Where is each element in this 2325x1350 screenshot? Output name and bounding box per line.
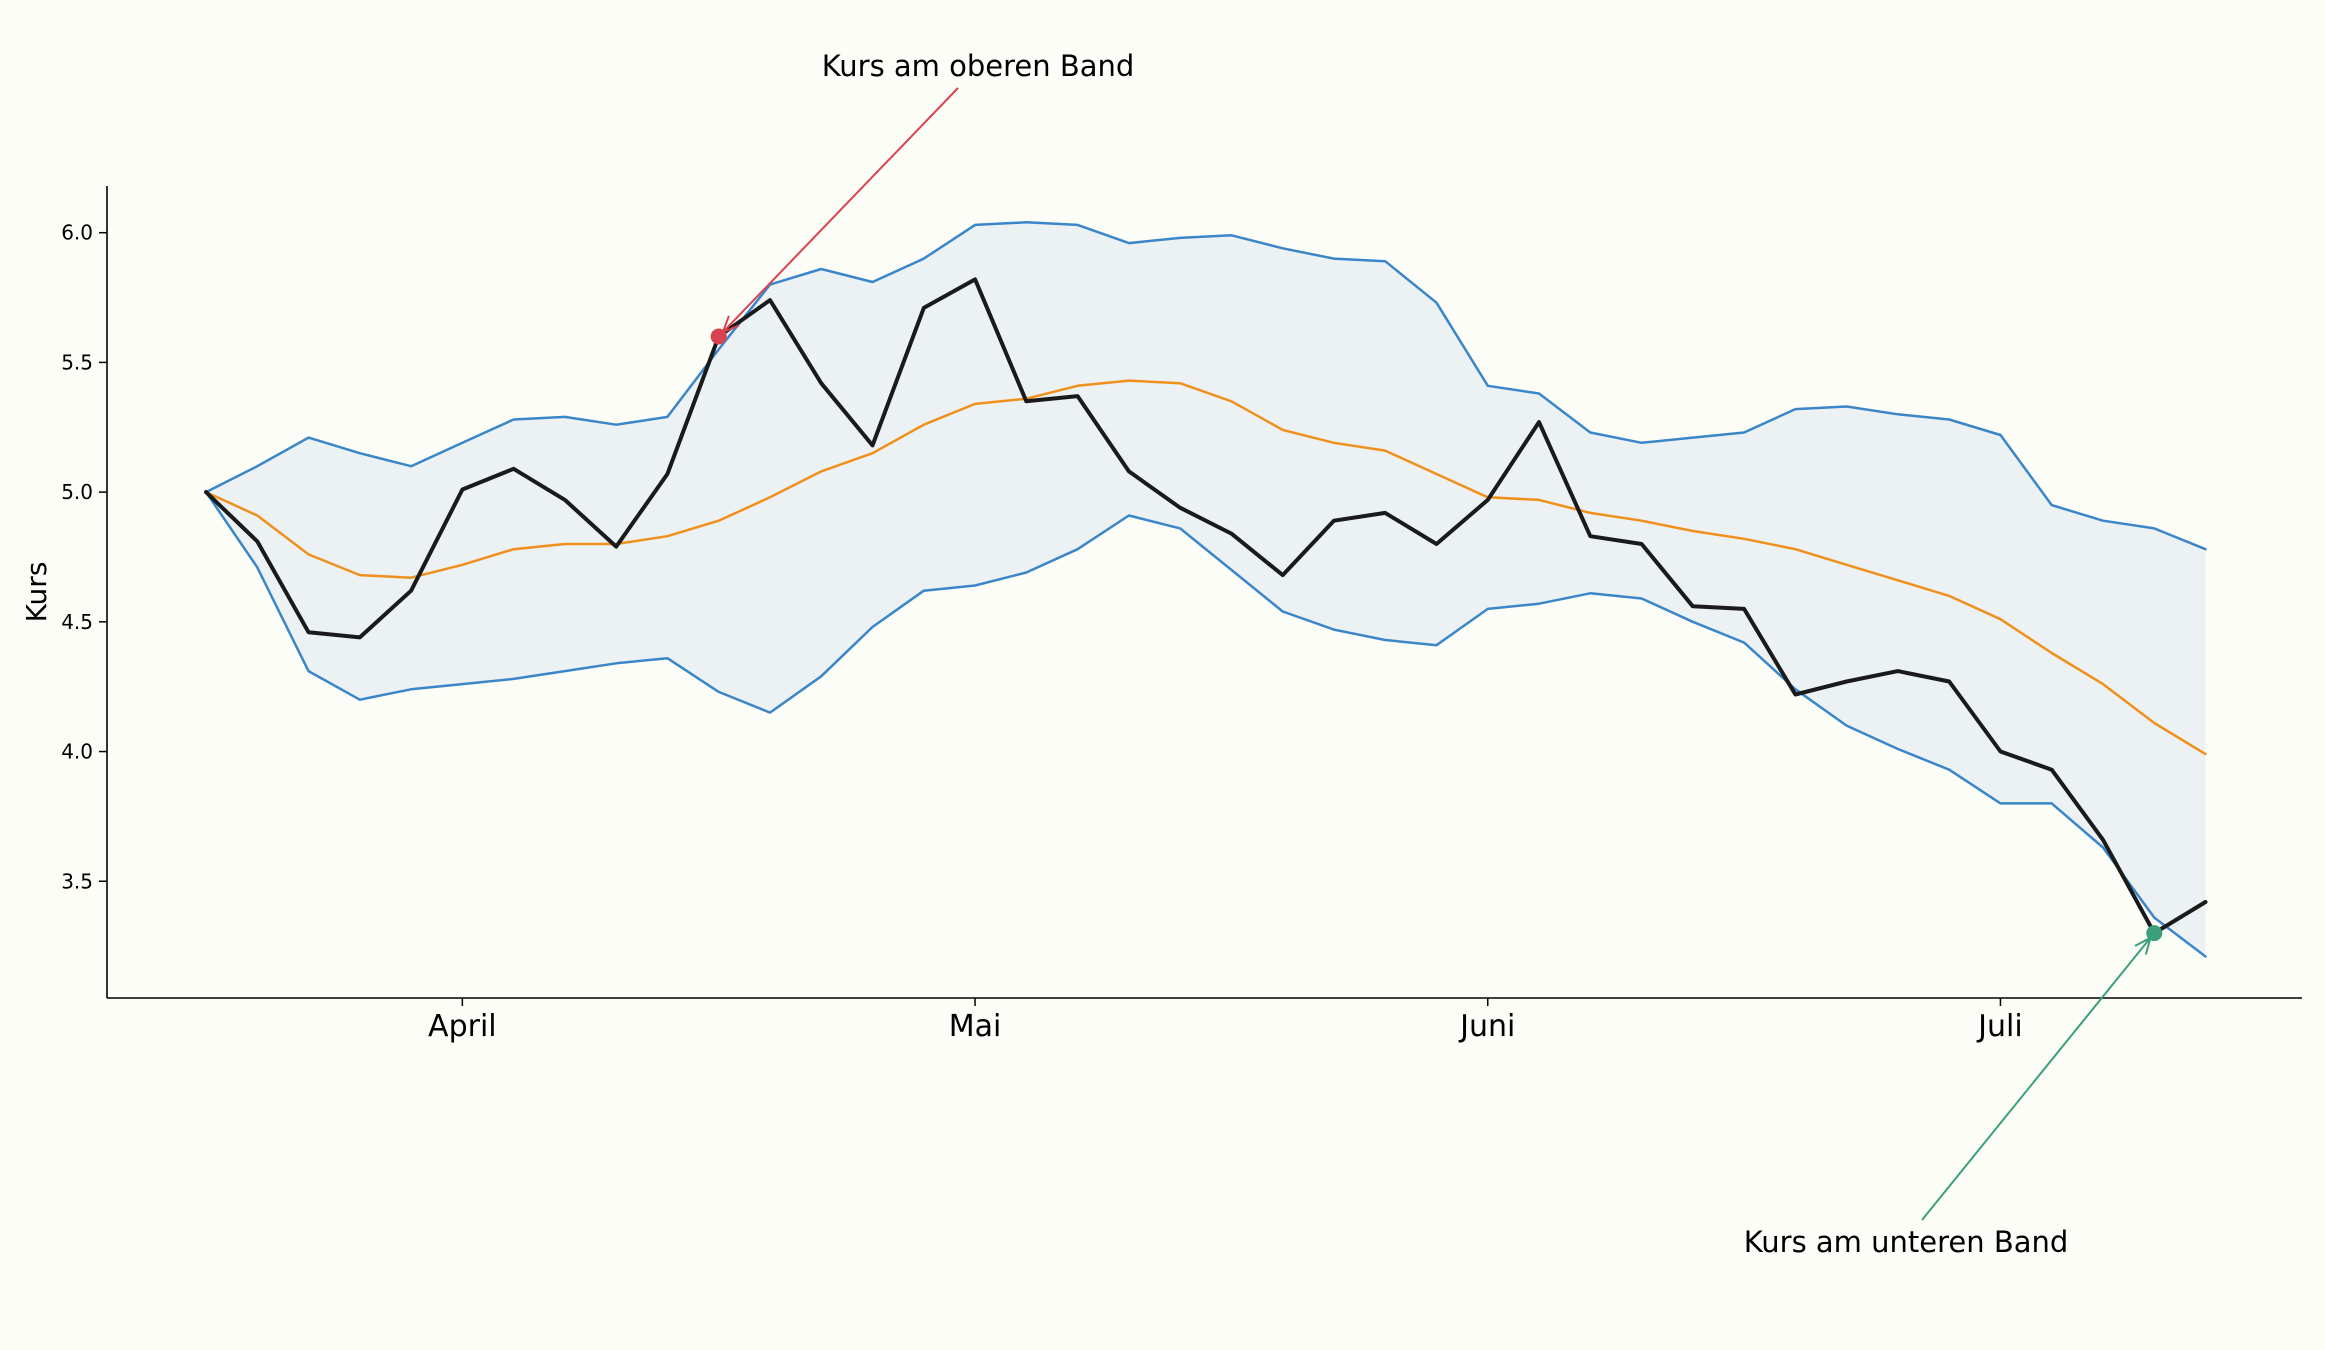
annotation-marker [2146, 925, 2163, 942]
annotation-layer: Kurs am oberen Band Kurs am unteren Band [710, 49, 2163, 1259]
x-tick-label: Mai [949, 1009, 1002, 1044]
lower-band-annotation: Kurs am unteren Band [1744, 925, 2163, 1259]
band-area-layer [206, 222, 2206, 957]
annotation-text: Kurs am oberen Band [822, 49, 1135, 83]
y-tick-label: 4.0 [61, 740, 93, 764]
upper-band-line [204, 221, 2207, 551]
y-tick-label: 3.5 [61, 869, 93, 893]
x-tick-label: Juni [1458, 1009, 1515, 1044]
axes-layer: 3.5 4.0 4.5 5.0 5.5 6.0 April Mai Juni Juli [61, 186, 2302, 1044]
series-layer [204, 221, 2208, 958]
upper-band-annotation: Kurs am oberen Band [710, 49, 1135, 345]
price-line [204, 277, 2208, 936]
y-tick-label: 5.5 [61, 350, 93, 374]
y-tick-label: 5.0 [61, 480, 93, 504]
y-tick-label: 6.0 [61, 221, 93, 245]
annotation-marker [710, 328, 727, 345]
mean-line [204, 379, 2207, 756]
y-axis-label: Kurs [20, 562, 53, 623]
annotation-text: Kurs am unteren Band [1744, 1225, 2069, 1259]
y-tick-label: 4.5 [61, 610, 93, 634]
band-fill [206, 222, 2206, 957]
x-tick-label: April [428, 1009, 497, 1044]
annotation-arrow [1921, 937, 2152, 1221]
annotation-arrow [722, 87, 959, 333]
lower-band-line [204, 490, 2207, 958]
x-tick-label: Juli [1976, 1009, 2023, 1044]
